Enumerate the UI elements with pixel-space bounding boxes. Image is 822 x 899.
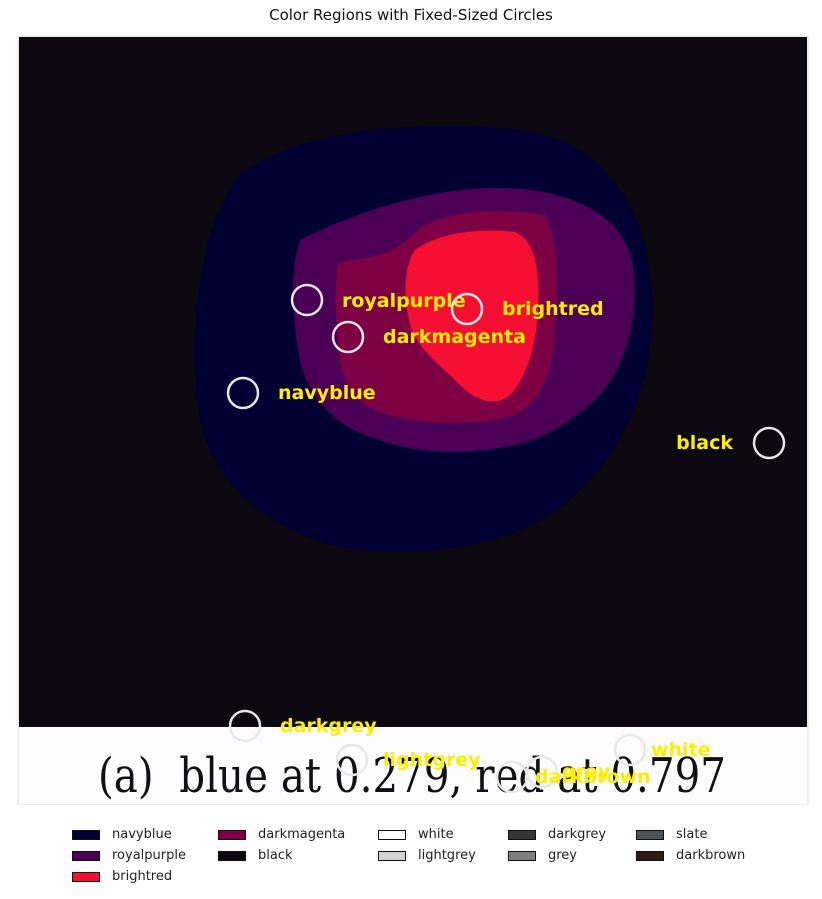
marker-label-darkgrey: darkgrey [280,715,377,737]
legend-label: white [418,827,454,842]
legend-label: lightgrey [418,848,476,863]
legend-item-white: white [378,824,508,845]
legend-label: grey [548,848,578,863]
legend-item-navyblue: navyblue [72,824,218,845]
marker-circle-navyblue [226,376,260,410]
legend-swatch-navyblue [72,829,100,840]
legend-swatch-slate [636,829,664,840]
legend-swatch-grey [508,850,536,861]
legend-swatch-black [218,850,246,861]
legend-label: brightred [112,869,173,884]
photo-caption: (a) blue at 0.279, red at 0.797 [98,748,726,804]
legend-swatch-darkmagenta [218,829,246,840]
marker-circle-darkgrey [228,709,262,743]
legend-item-lightgrey: lightgrey [378,845,508,866]
caption-strip [19,727,807,804]
marker-label-black: black [676,432,733,454]
legend-item-darkbrown: darkbrown [636,845,766,866]
marker-label-lightgrey: lightgrey [383,749,481,771]
legend-item-black: black [218,845,378,866]
legend-swatch-lightgrey [378,850,406,861]
legend-label: navyblue [112,827,172,842]
legend-swatch-white [378,829,406,840]
legend-item-grey: grey [508,845,636,866]
marker-label-navyblue: navyblue [278,382,376,404]
legend-swatch-darkbrown [636,850,664,861]
marker-circle-black [752,426,786,460]
legend-swatch-royalpurple [72,850,100,861]
marker-label-royalpurple: royalpurple [342,290,466,312]
legend-label: darkgrey [548,827,607,842]
legend-item-darkgrey: darkgrey [508,824,636,845]
marker-label-darkmagenta: darkmagenta [383,326,526,348]
marker-label-white: white [651,739,711,761]
brightred-region [405,230,539,402]
legend-label: darkmagenta [258,827,346,842]
legend-label: darkbrown [676,848,746,863]
legend-item-darkmagenta: darkmagenta [218,824,378,845]
marker-label-darkbrown: darkbrown [535,766,651,788]
legend-swatch-darkgrey [508,829,536,840]
marker-label-brightred: brightred [502,298,604,320]
marker-label-grey: grey [562,761,611,783]
marker-layer: royalpurple brightred darkmagenta navyblue b… [226,283,786,794]
legend: navyblue darkmagenta white darkgrey slate roy… [72,824,792,887]
legend-label: black [258,848,293,863]
legend-item-slate: slate [636,824,766,845]
marker-circle-white [613,733,647,767]
marker-circle-darkbrown [495,760,529,794]
marker-circle-lightgrey [335,743,369,777]
segmentation-figure: (a) blue at 0.279, red at 0.797 royalpur… [17,35,809,805]
legend-item-royalpurple: royalpurple [72,845,218,866]
marker-circle-royalpurple [290,283,324,317]
marker-circle-brightred [450,292,484,326]
legend-swatch-brightred [72,871,100,882]
legend-label: slate [676,827,708,842]
legend-label: royalpurple [112,848,186,863]
marker-circle-darkmagenta [331,320,365,354]
chart-title: Color Regions with Fixed-Sized Circles [269,6,553,24]
legend-item-brightred: brightred [72,866,218,887]
